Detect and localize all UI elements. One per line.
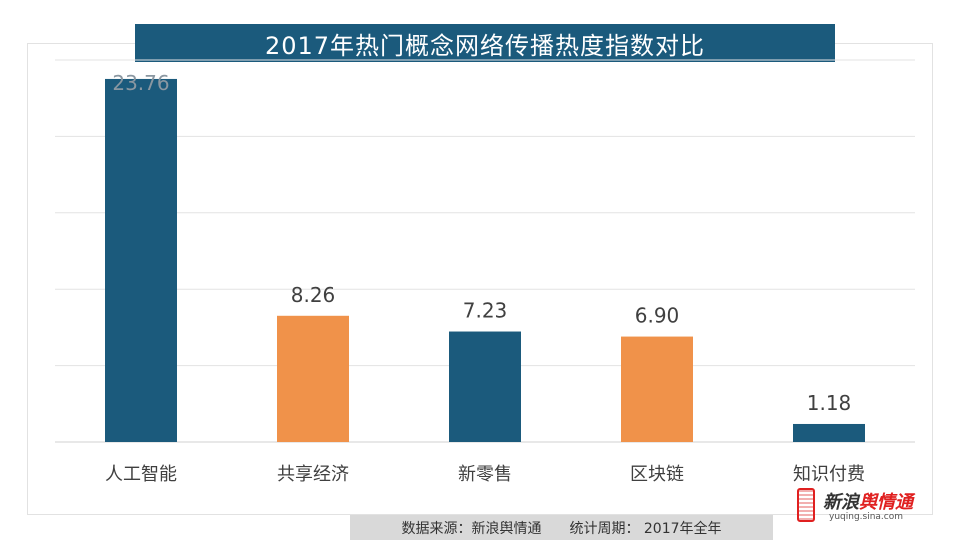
x-tick-label-1: 人工智能 <box>105 464 177 485</box>
bar-3 <box>449 331 521 442</box>
phone-icon <box>797 488 815 522</box>
data-label-4: 6.90 <box>635 304 680 328</box>
footer-bar: 数据来源：新浪舆情通 统计周期： 2017年全年 <box>350 515 773 540</box>
chart-title: 2017年热门概念网络传播热度指数对比 <box>135 24 835 62</box>
bar-4 <box>621 336 693 442</box>
data-source: 数据来源：新浪舆情通 <box>401 520 542 537</box>
x-tick-label-2: 共享经济 <box>277 464 349 485</box>
data-label-5: 1.18 <box>807 391 852 415</box>
sina-yuqing-logo: 新浪舆情通 yuqing.sina.com <box>797 486 937 526</box>
data-label-3: 7.23 <box>463 299 508 323</box>
bar-5 <box>793 423 865 442</box>
x-tick-label-4: 区块链 <box>630 464 684 485</box>
x-tick-label-5: 知识付费 <box>793 464 865 485</box>
x-tick-label-3: 新零售 <box>458 464 512 485</box>
data-label-1: 23.76 <box>112 71 169 95</box>
logo-brand: 新浪舆情通 <box>823 492 913 513</box>
bar-1 <box>105 78 177 442</box>
logo-url: yuqing.sina.com <box>829 512 904 522</box>
data-label-2: 8.26 <box>291 283 336 307</box>
stat-period: 统计周期： 2017年全年 <box>569 520 722 537</box>
bar-2 <box>277 315 349 442</box>
